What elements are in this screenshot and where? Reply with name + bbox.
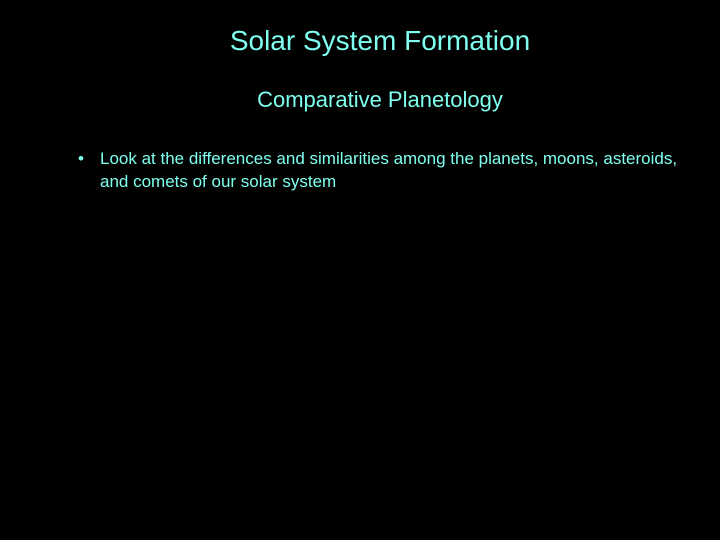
slide-title: Solar System Formation [70, 25, 690, 57]
slide-container: Solar System Formation Comparative Plane… [0, 0, 720, 540]
slide-subtitle: Comparative Planetology [70, 87, 690, 113]
bullet-item: Look at the differences and similarities… [70, 148, 690, 194]
bullet-list: Look at the differences and similarities… [30, 148, 690, 194]
